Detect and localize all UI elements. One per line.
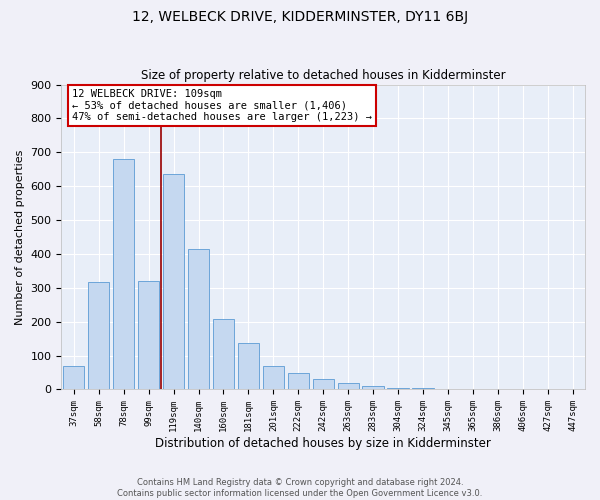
Bar [263, 366, 284, 390]
Bar [388, 388, 409, 390]
Bar [437, 389, 458, 390]
Text: Contains HM Land Registry data © Crown copyright and database right 2024.
Contai: Contains HM Land Registry data © Crown c… [118, 478, 482, 498]
Text: 12, WELBECK DRIVE, KIDDERMINSTER, DY11 6BJ: 12, WELBECK DRIVE, KIDDERMINSTER, DY11 6… [132, 10, 468, 24]
Bar [138, 281, 159, 390]
X-axis label: Distribution of detached houses by size in Kidderminster: Distribution of detached houses by size … [155, 437, 491, 450]
Y-axis label: Number of detached properties: Number of detached properties [15, 150, 25, 324]
Title: Size of property relative to detached houses in Kidderminster: Size of property relative to detached ho… [141, 69, 506, 82]
Bar [238, 342, 259, 390]
Bar [63, 366, 85, 390]
Bar [113, 159, 134, 390]
Bar [88, 282, 109, 390]
Bar [188, 249, 209, 390]
Bar [163, 174, 184, 390]
Bar [313, 380, 334, 390]
Bar [338, 382, 359, 390]
Text: 12 WELBECK DRIVE: 109sqm
← 53% of detached houses are smaller (1,406)
47% of sem: 12 WELBECK DRIVE: 109sqm ← 53% of detach… [72, 89, 372, 122]
Bar [462, 389, 484, 390]
Bar [213, 320, 234, 390]
Bar [287, 373, 309, 390]
Bar [362, 386, 383, 390]
Bar [412, 388, 434, 390]
